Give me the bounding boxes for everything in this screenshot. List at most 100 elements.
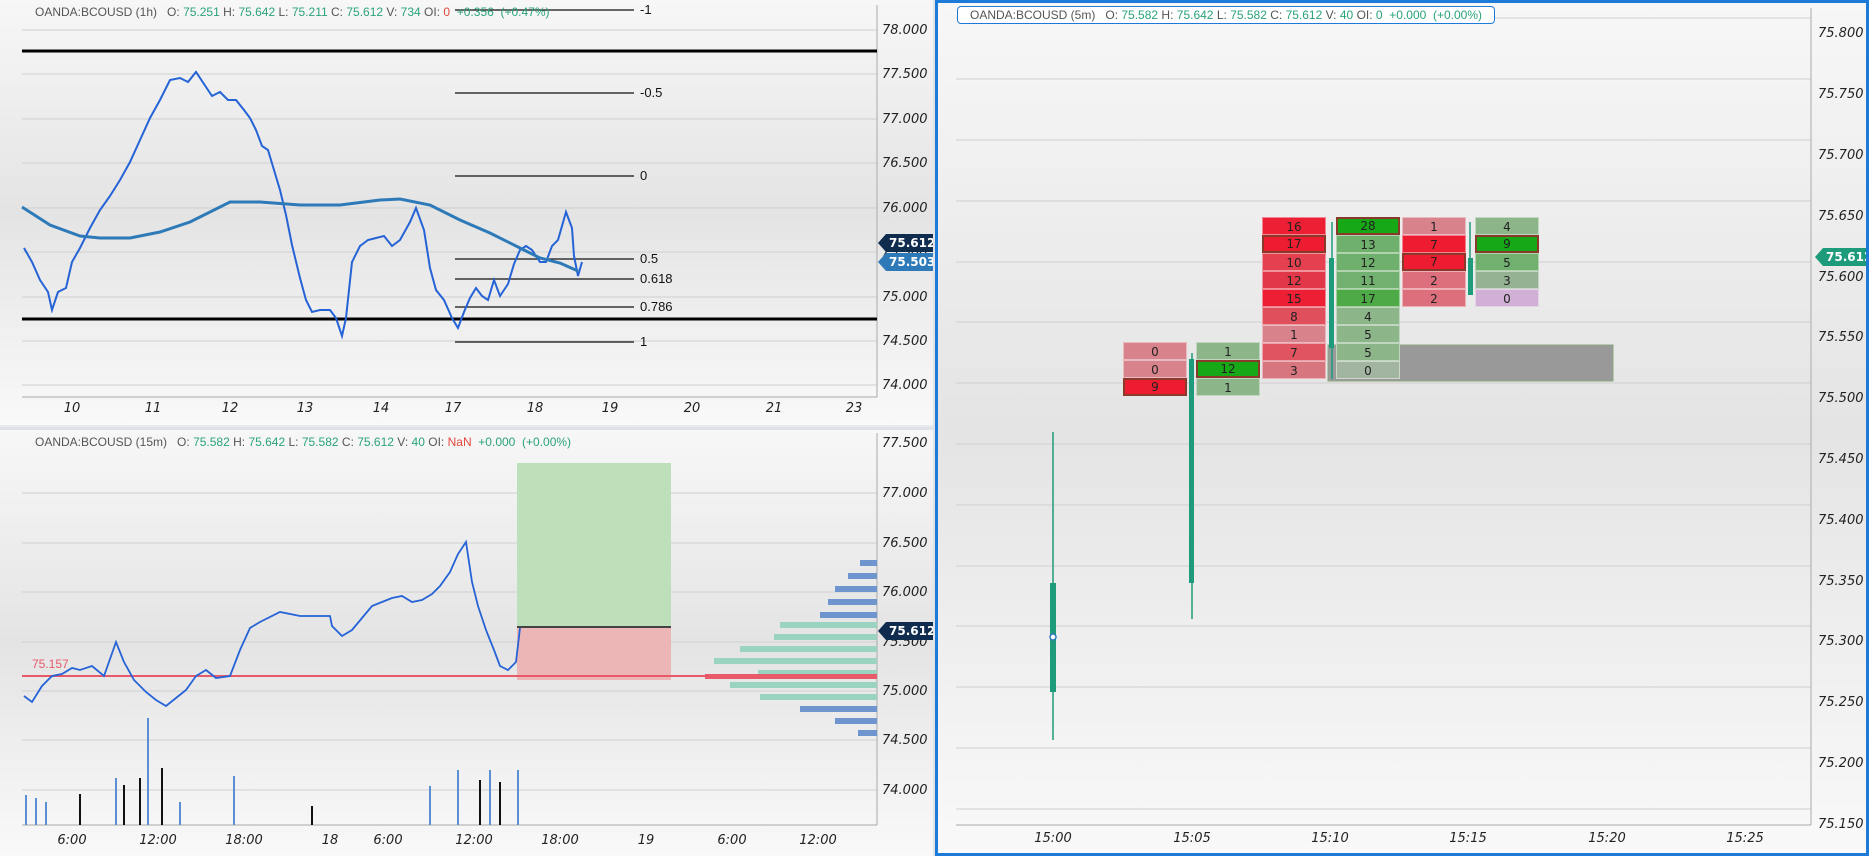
symbol-label: OANDA:BCOUSD (15m) — [35, 435, 168, 449]
svg-text:12:00: 12:00 — [455, 833, 492, 848]
candle-15-10[interactable] — [1329, 222, 1334, 379]
svg-text:17: 17 — [445, 401, 462, 416]
svg-text:-0.5: -0.5 — [640, 85, 662, 100]
footprint-cell: 2 — [1402, 289, 1466, 307]
svg-text:10: 10 — [64, 401, 81, 416]
svg-text:-1: -1 — [640, 2, 652, 17]
svg-text:75.300: 75.300 — [1818, 634, 1864, 649]
svg-text:0.786: 0.786 — [640, 299, 673, 314]
last-price-tag: 75.612 — [877, 234, 933, 252]
footprint-cell: 1 — [1262, 325, 1326, 343]
footprint-cell: 4 — [1475, 217, 1539, 235]
svg-text:76.000: 76.000 — [882, 585, 928, 600]
svg-text:19: 19 — [638, 833, 655, 848]
volume-bars — [25, 718, 519, 825]
ohlc-legend-15m: OANDA:BCOUSD (15m) O: 75.582 H: 75.642 L… — [35, 435, 572, 449]
svg-text:0: 0 — [640, 168, 647, 183]
svg-text:75.000: 75.000 — [882, 684, 928, 699]
footprint-cell: 7 — [1402, 235, 1466, 253]
svg-text:21: 21 — [766, 401, 783, 416]
footprint-cell: 11 — [1336, 271, 1400, 289]
footprint-cell: 12 — [1196, 360, 1260, 378]
footprint-cell: 13 — [1336, 235, 1400, 253]
footprint-cell: 28 — [1336, 217, 1400, 235]
svg-text:12:00: 12:00 — [799, 833, 836, 848]
svg-text:18:00: 18:00 — [225, 833, 262, 848]
svg-text:6:00: 6:00 — [373, 833, 402, 848]
footprint-cell: 0 — [1475, 289, 1539, 307]
svg-text:77.000: 77.000 — [882, 486, 928, 501]
fib-retracement[interactable] — [455, 9, 634, 343]
footprint-cell: 0 — [1336, 361, 1400, 379]
svg-text:75.750: 75.750 — [1818, 87, 1864, 102]
footprint-cell: 9 — [1475, 235, 1539, 253]
svg-text:77.000: 77.000 — [882, 112, 928, 127]
svg-text:18: 18 — [322, 833, 339, 848]
svg-text:15:05: 15:05 — [1173, 831, 1210, 846]
chart-canvas-5m[interactable]: 15:00 15:05 15:10 15:15 15:20 15:25 75.8… — [938, 3, 1866, 853]
footprint-cell: 15 — [1262, 289, 1326, 307]
stop-zone — [517, 627, 671, 680]
svg-text:75.200: 75.200 — [1818, 756, 1864, 771]
svg-text:6:00: 6:00 — [57, 833, 86, 848]
footprint-cell: 7 — [1402, 253, 1466, 271]
footprint-cell: 1 — [1196, 378, 1260, 396]
svg-text:74.000: 74.000 — [882, 783, 928, 798]
svg-text:23: 23 — [846, 401, 863, 416]
svg-text:15:00: 15:00 — [1034, 831, 1071, 846]
svg-text:75.650: 75.650 — [1818, 209, 1864, 224]
chart-panel-15m[interactable]: OANDA:BCOUSD (15m) O: 75.582 H: 75.642 L… — [0, 430, 933, 856]
svg-text:15:20: 15:20 — [1588, 831, 1625, 846]
footprint-cell: 3 — [1262, 361, 1326, 379]
ma-price-tag: 75.503 — [877, 253, 933, 271]
svg-text:75.600: 75.600 — [1818, 270, 1864, 285]
chart-canvas-1h[interactable]: -1 -0.5 0 0.5 0.618 0.786 1 10 11 12 13 … — [0, 0, 933, 427]
svg-text:75.700: 75.700 — [1818, 148, 1864, 163]
svg-text:14: 14 — [373, 401, 390, 416]
svg-text:75.150: 75.150 — [1818, 817, 1864, 832]
price-series-1h — [23, 70, 583, 340]
symbol-label: OANDA:BCOUSD (5m) — [970, 8, 1096, 22]
svg-text:75.400: 75.400 — [1818, 513, 1864, 528]
svg-text:76.000: 76.000 — [882, 201, 928, 216]
footprint-cell: 1 — [1402, 217, 1466, 235]
footprint-cell: 12 — [1336, 253, 1400, 271]
svg-text:19: 19 — [602, 401, 619, 416]
svg-text:78.000: 78.000 — [882, 23, 928, 38]
target-zone — [517, 463, 671, 627]
last-price-tag: 75.612 — [1814, 248, 1866, 266]
svg-text:75.157: 75.157 — [32, 657, 69, 671]
symbol-label: OANDA:BCOUSD (1h) — [35, 5, 158, 19]
ohlc-legend-1h: OANDA:BCOUSD (1h) O: 75.251 H: 75.642 L:… — [35, 5, 550, 19]
footprint-cell: 12 — [1262, 271, 1326, 289]
svg-text:75.250: 75.250 — [1818, 695, 1864, 710]
footprint-cell: 8 — [1262, 307, 1326, 325]
moving-average — [21, 197, 579, 273]
footprint-cell: 5 — [1336, 343, 1400, 361]
svg-text:75.000: 75.000 — [882, 290, 928, 305]
svg-text:13: 13 — [297, 401, 314, 416]
svg-text:76.500: 76.500 — [882, 536, 928, 551]
svg-text:75.450: 75.450 — [1818, 452, 1864, 467]
chart-panel-1h[interactable]: OANDA:BCOUSD (1h) O: 75.251 H: 75.642 L:… — [0, 0, 933, 427]
footprint-cell: 10 — [1262, 253, 1326, 271]
candle-15-00[interactable] — [1049, 432, 1057, 740]
chart-canvas-15m[interactable]: 75.157 6:00 12:00 18:00 18 6:00 12:00 18… — [0, 430, 933, 856]
chart-panel-5m-footprint[interactable]: OANDA:BCOUSD (5m) O: 75.582 H: 75.642 L:… — [935, 0, 1869, 856]
svg-text:77.500: 77.500 — [882, 67, 928, 82]
footprint-cell: 9 — [1123, 378, 1187, 396]
last-price-tag: 75.612 — [877, 622, 933, 640]
svg-text:6:00: 6:00 — [717, 833, 746, 848]
svg-text:15:15: 15:15 — [1449, 831, 1486, 846]
svg-text:12: 12 — [222, 401, 239, 416]
svg-text:74.500: 74.500 — [882, 733, 928, 748]
candle-15-15[interactable] — [1468, 222, 1473, 295]
svg-text:74.500: 74.500 — [882, 334, 928, 349]
footprint-cell: 7 — [1262, 343, 1326, 361]
candle-15-05[interactable] — [1189, 353, 1194, 619]
footprint-cell: 5 — [1336, 325, 1400, 343]
footprint-cell: 0 — [1123, 360, 1187, 378]
svg-text:75.350: 75.350 — [1818, 574, 1864, 589]
svg-text:74.000: 74.000 — [882, 378, 928, 393]
svg-text:0.5: 0.5 — [640, 251, 658, 266]
